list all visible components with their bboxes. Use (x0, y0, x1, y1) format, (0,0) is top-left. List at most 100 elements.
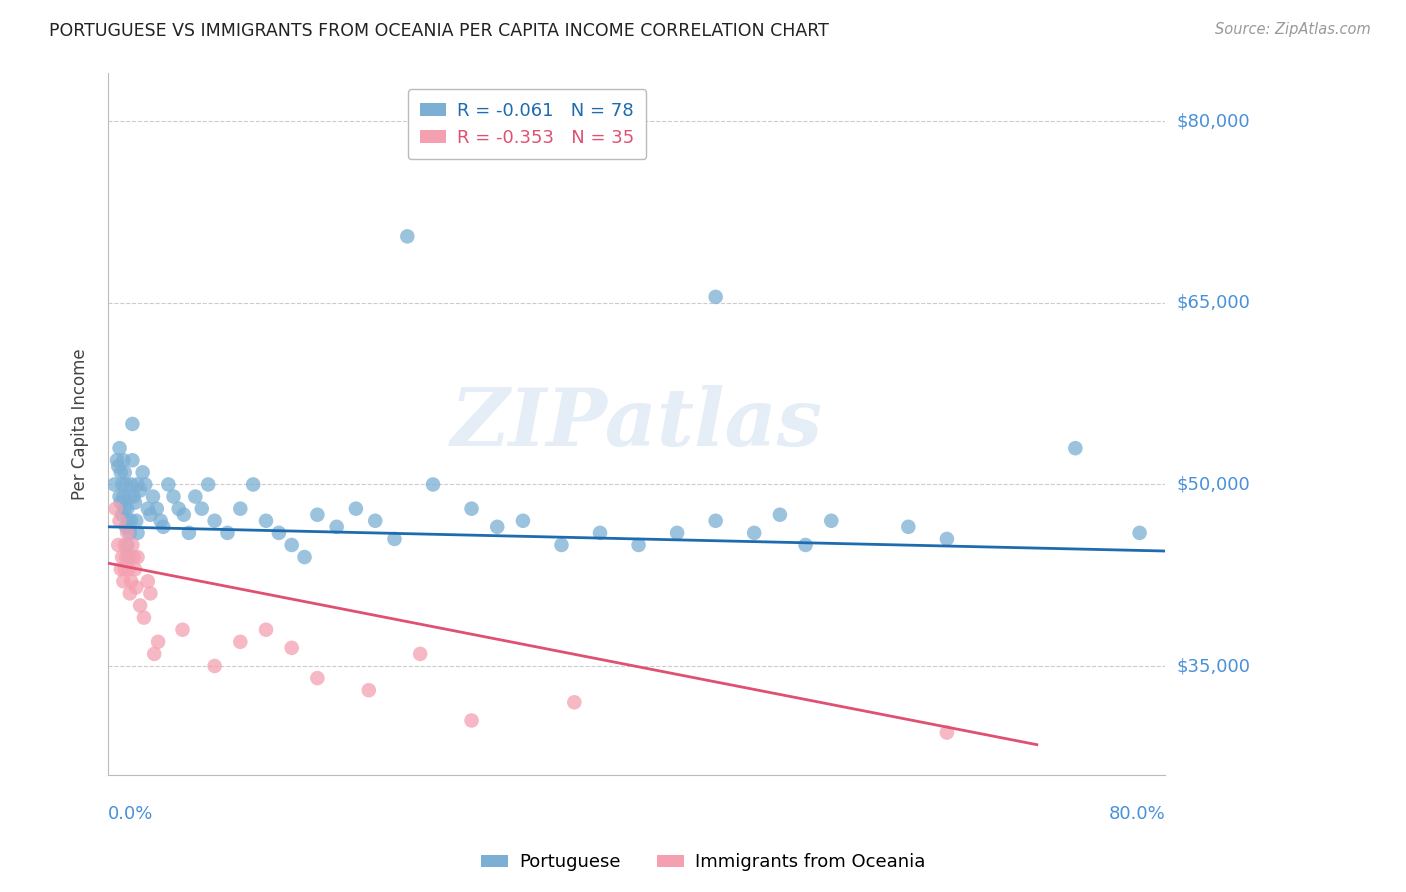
Point (242, 477, 264, 491)
Point (935, 532, 957, 546)
Point (131, 466, 153, 480)
Point (704, 290, 727, 304)
Point (162, 490, 184, 504)
Point (294, 550, 316, 565)
Point (117, 550, 139, 565)
Point (136, 501, 159, 516)
Point (112, 490, 135, 504)
Point (396, 229, 419, 244)
Point (204, 514, 226, 528)
Legend: Portuguese, Immigrants from Oceania: Portuguese, Immigrants from Oceania (474, 847, 932, 879)
Point (307, 671, 329, 685)
Point (127, 477, 149, 491)
Text: $50,000: $50,000 (1177, 475, 1250, 493)
Point (149, 514, 172, 528)
Point (384, 532, 406, 546)
Point (146, 635, 169, 649)
Point (267, 525, 290, 540)
Point (122, 550, 145, 565)
Point (122, 490, 145, 504)
Text: $80,000: $80,000 (1177, 112, 1250, 130)
Text: Source: ZipAtlas.com: Source: ZipAtlas.com (1215, 22, 1371, 37)
Text: 0.0%: 0.0% (108, 805, 153, 823)
Point (562, 695, 585, 709)
Point (191, 501, 214, 516)
Point (120, 514, 142, 528)
Point (117, 501, 139, 516)
Point (589, 525, 612, 540)
Point (229, 635, 252, 649)
Point (172, 623, 194, 637)
Point (107, 538, 129, 552)
Point (794, 538, 817, 552)
Point (146, 501, 169, 516)
Point (217, 525, 239, 540)
Point (1129, 525, 1152, 540)
Text: ZIPatlas: ZIPatlas (450, 385, 823, 463)
Point (118, 525, 141, 540)
Point (104, 501, 127, 516)
Point (486, 520, 509, 534)
Point (177, 525, 200, 540)
Point (111, 550, 134, 565)
Point (139, 508, 162, 522)
Point (184, 490, 207, 504)
Point (550, 538, 572, 552)
Point (897, 520, 920, 534)
Point (121, 453, 143, 467)
Legend: R = -0.061   N = 78, R = -0.353   N = 35: R = -0.061 N = 78, R = -0.353 N = 35 (408, 89, 647, 160)
Point (325, 520, 347, 534)
Point (111, 477, 134, 491)
Point (105, 453, 128, 467)
Point (742, 525, 765, 540)
Point (118, 490, 141, 504)
Point (108, 441, 131, 455)
Point (121, 538, 143, 552)
Point (157, 477, 180, 491)
Point (125, 514, 148, 528)
Text: 80.0%: 80.0% (1108, 805, 1166, 823)
Text: PORTUGUESE VS IMMIGRANTS FROM OCEANIA PER CAPITA INCOME CORRELATION CHART: PORTUGUESE VS IMMIGRANTS FROM OCEANIA PE… (49, 22, 830, 40)
Point (127, 550, 149, 565)
Point (111, 508, 134, 522)
Point (108, 514, 131, 528)
Point (112, 574, 135, 589)
Point (422, 477, 444, 491)
Point (935, 725, 957, 739)
Point (409, 647, 432, 661)
Point (115, 520, 138, 534)
Point (820, 514, 842, 528)
Point (127, 525, 149, 540)
Y-axis label: Per Capita Income: Per Capita Income (72, 348, 89, 500)
Point (114, 538, 136, 552)
Point (627, 538, 650, 552)
Text: $65,000: $65,000 (1177, 294, 1250, 312)
Point (280, 538, 302, 552)
Point (110, 466, 132, 480)
Point (134, 477, 156, 491)
Point (666, 525, 689, 540)
Point (117, 538, 139, 552)
Point (197, 477, 219, 491)
Point (132, 610, 155, 624)
Point (114, 562, 136, 576)
Point (121, 417, 143, 431)
Point (152, 520, 174, 534)
Point (117, 562, 139, 576)
Point (364, 514, 387, 528)
Text: $35,000: $35,000 (1177, 657, 1250, 675)
Point (129, 599, 152, 613)
Point (120, 477, 142, 491)
Point (136, 574, 159, 589)
Point (103, 477, 125, 491)
Point (769, 508, 792, 522)
Point (110, 562, 132, 576)
Point (125, 580, 148, 594)
Point (139, 586, 162, 600)
Point (124, 562, 146, 576)
Point (1064, 441, 1087, 455)
Point (254, 623, 277, 637)
Point (129, 483, 152, 498)
Point (124, 495, 146, 509)
Point (115, 550, 138, 565)
